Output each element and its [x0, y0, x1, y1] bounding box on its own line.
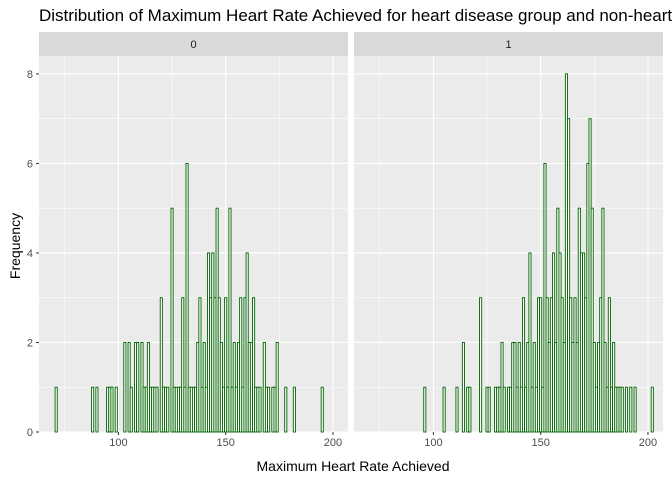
- histogram-bar: [320, 386, 324, 433]
- histogram-bar: [607, 297, 611, 433]
- panel-background: [39, 56, 348, 432]
- x-tick-label: 150: [217, 437, 235, 449]
- y-tick-label: 4: [27, 248, 33, 260]
- histogram-bar: [54, 386, 58, 433]
- x-tick-label: 200: [639, 437, 657, 449]
- histogram-bar: [155, 386, 159, 433]
- chart-title: Distribution of Maximum Heart Rate Achie…: [39, 6, 672, 25]
- histogram-bar: [650, 386, 654, 433]
- histogram-bar: [123, 342, 127, 433]
- histogram-bar: [442, 386, 446, 433]
- histogram-bar: [258, 386, 262, 433]
- histogram-bar: [136, 342, 140, 433]
- facet-panels: 0 100 150 200 0 2 4 6 8 1 100 150 200: [27, 32, 663, 449]
- histogram-bar: [487, 386, 491, 433]
- x-tick-label: 100: [424, 437, 442, 449]
- x-tick-label: 100: [109, 437, 127, 449]
- histogram-bar: [95, 386, 99, 433]
- histogram-bar: [461, 342, 465, 433]
- histogram-bar: [629, 386, 633, 433]
- y-tick-label: 8: [27, 69, 33, 81]
- histogram-bar: [129, 386, 133, 433]
- histogram-bar: [239, 297, 243, 433]
- histogram-bar: [181, 297, 185, 433]
- histogram-bar: [275, 342, 279, 433]
- histogram-bar: [252, 297, 256, 433]
- x-tick-label: 200: [324, 437, 342, 449]
- histogram-bar: [267, 386, 271, 433]
- histogram-bar: [567, 118, 571, 433]
- histogram-bar: [528, 252, 532, 433]
- facet-strip-label: 1: [505, 39, 511, 51]
- histogram-bar: [170, 207, 174, 433]
- facet-strip-label: 0: [190, 39, 196, 51]
- histogram-bar: [521, 297, 526, 433]
- histogram-bar: [114, 386, 118, 433]
- y-axis-title: Frequency: [7, 213, 23, 279]
- histogram-bar: [502, 386, 506, 433]
- facet-panel-1: 1 100 150 200: [354, 32, 663, 449]
- histogram-bar: [284, 386, 288, 433]
- histogram-bar: [590, 207, 594, 433]
- histogram-bar: [110, 386, 114, 433]
- x-axis-title: Maximum Heart Rate Achieved: [257, 458, 450, 474]
- y-tick-label: 2: [27, 337, 33, 349]
- histogram-bar: [228, 207, 232, 433]
- facet-strip: [39, 32, 348, 56]
- histogram-bar: [624, 386, 629, 433]
- y-tick-label: 6: [27, 158, 33, 170]
- facet-panel-0: 0 100 150 200 0 2 4 6 8: [27, 32, 348, 449]
- x-tick-label: 150: [532, 437, 550, 449]
- panel-background: [354, 56, 663, 432]
- histogram-bar: [455, 386, 459, 433]
- histogram-bar: [159, 297, 163, 433]
- histogram-bar: [633, 386, 637, 433]
- histogram-bar: [91, 386, 95, 433]
- facet-strip: [354, 32, 663, 56]
- histogram-bar: [423, 386, 427, 433]
- histogram-bar: [620, 386, 624, 433]
- histogram-bar: [166, 386, 170, 433]
- histogram-bar: [468, 386, 472, 433]
- histogram-bar: [292, 386, 296, 433]
- y-tick-label: 0: [27, 427, 33, 439]
- histogram-bar: [479, 297, 483, 433]
- histogram-bar: [198, 297, 202, 433]
- histogram-bar: [185, 162, 189, 433]
- histogram-bar: [601, 207, 605, 433]
